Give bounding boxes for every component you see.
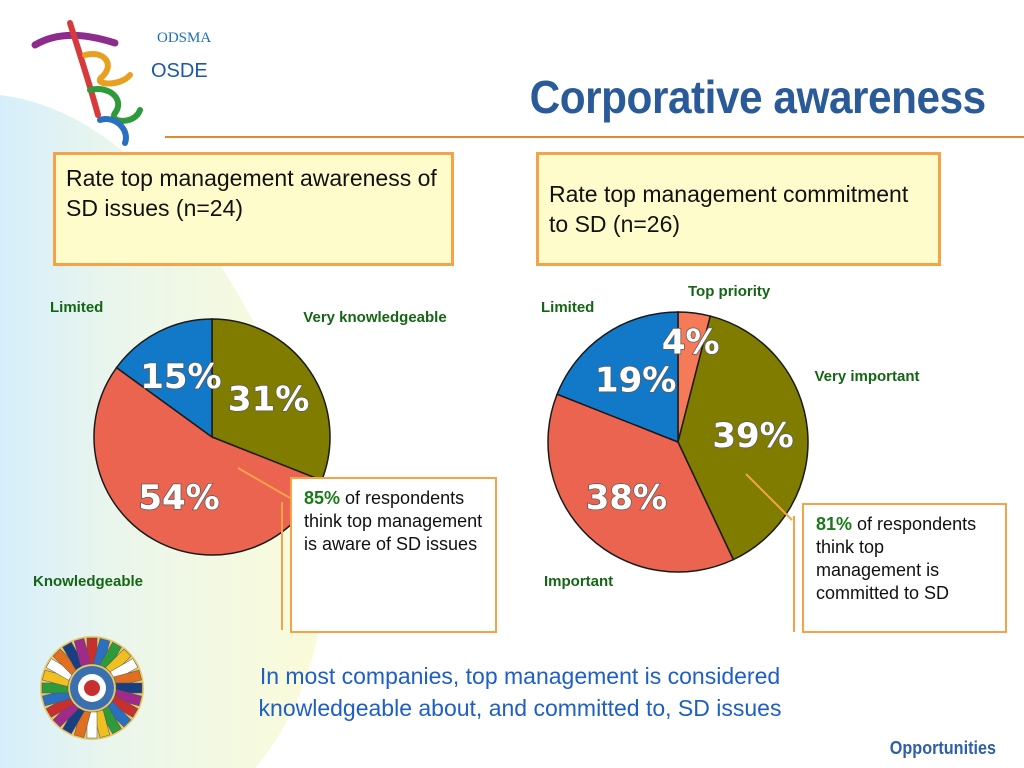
left-note-text: of respondents think top management is a… xyxy=(304,488,483,554)
label-very-knowledgeable: Very knowledgeable xyxy=(303,309,447,326)
left-note-highlight: 85% xyxy=(304,488,341,508)
left-note-box: 85% of respondents think top management … xyxy=(290,477,497,633)
left-question-box: Rate top management awareness of SD issu… xyxy=(53,152,454,266)
right-callout-connector xyxy=(745,473,795,632)
title-rule xyxy=(165,136,1024,138)
seal-flag-ray xyxy=(73,638,91,667)
logo-big-text: OSDE xyxy=(151,60,208,82)
logo-small-text: ODSMA xyxy=(157,30,212,46)
label-limited-left: Limited xyxy=(50,299,104,316)
pie1-slice-1 xyxy=(677,315,809,561)
pie1-value-label-1: 39% xyxy=(712,416,793,456)
oas-seal-emblem xyxy=(40,636,144,740)
label-important: Important xyxy=(544,573,614,590)
label-top-priority: Top priority xyxy=(688,283,771,300)
pie1-value-label-2: 38% xyxy=(586,478,667,518)
commitment-pie-chart: 4% 39% 38% 19% xyxy=(547,311,809,573)
pie0-slice-0 xyxy=(211,318,331,482)
left-callout-connector xyxy=(237,467,291,630)
right-note-highlight: 81% xyxy=(816,514,853,534)
pie0-slice-2 xyxy=(115,318,213,439)
right-question-box: Rate top management commitment to SD (n=… xyxy=(536,152,941,266)
awareness-pie-chart: 31% 54% 15% xyxy=(93,318,331,556)
right-note-text: of respondents think top management is c… xyxy=(816,514,977,603)
pie0-value-label-1: 54% xyxy=(138,478,219,518)
right-note-box: 81% of respondents think top management … xyxy=(802,503,1007,633)
pie1-slice-2 xyxy=(547,393,735,573)
label-knowledgeable: Knowledgeable xyxy=(33,573,144,590)
pie1-slice-3 xyxy=(556,311,679,444)
page-title: Corporative awareness xyxy=(529,71,987,123)
pie0-value-label-0: 31% xyxy=(228,380,309,420)
brand-logo-graphic xyxy=(31,20,143,146)
pie1-value-label-3: 19% xyxy=(595,361,676,401)
label-limited-right: Limited xyxy=(541,299,595,316)
pie0-value-label-2: 15% xyxy=(140,357,221,397)
footer-label: Opportunities xyxy=(889,738,996,758)
label-very-important: Very important xyxy=(814,368,920,385)
summary-text: In most companies, top management is con… xyxy=(258,663,782,721)
pie1-value-label-0: 4% xyxy=(662,322,720,362)
